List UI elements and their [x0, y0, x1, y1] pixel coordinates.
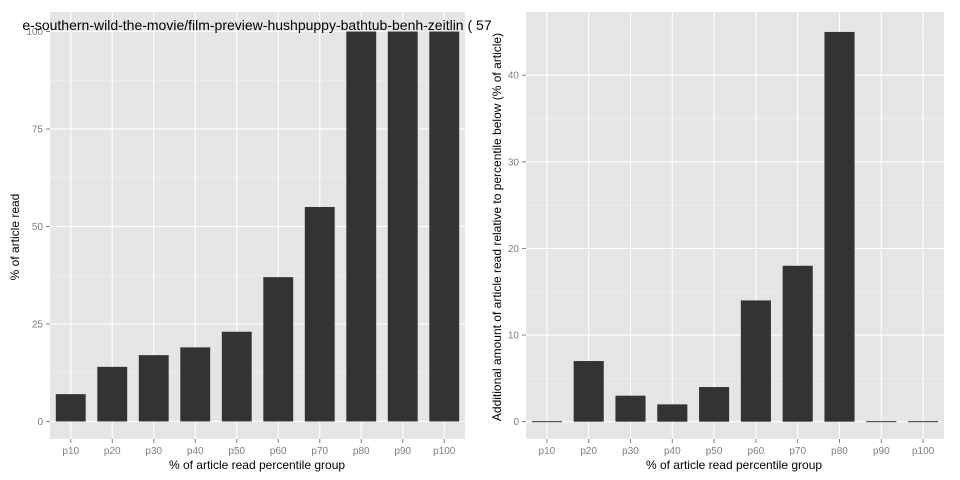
y-axis: 0 10 20 30 40: [508, 71, 526, 428]
x-axis: p10 p20 p30 p40 p50 p60 p70 p80 p90 p100: [62, 439, 456, 457]
x-tick-label: p50: [706, 446, 723, 457]
y-tick-label: 0: [37, 417, 43, 428]
y-tick-label: 20: [508, 244, 520, 255]
bar-p40: [657, 404, 688, 422]
bar-p60: [263, 277, 294, 422]
x-tick-label: p30: [145, 446, 162, 457]
bar-p50: [699, 387, 730, 422]
y-axis: 0 25 50 75 100: [26, 27, 50, 428]
bar-p10: [531, 421, 562, 423]
bar-p20: [573, 361, 604, 422]
y-tick-label: 25: [32, 319, 44, 330]
y-axis-title: % of article read: [8, 194, 22, 281]
bar-p80: [824, 31, 855, 422]
bars: [531, 31, 939, 423]
bar-p100: [908, 421, 939, 423]
bar-p70: [304, 206, 335, 422]
x-tick-label: p70: [789, 446, 806, 457]
x-axis-title: % of article read percentile group: [646, 458, 822, 472]
x-tick-label: p10: [539, 446, 556, 457]
bar-p30: [615, 395, 646, 422]
x-axis: p10 p20 p30 p40 p50 p60 p70 p80 p90 p100: [539, 439, 935, 457]
bar-p10: [55, 394, 86, 422]
x-tick-label: p50: [228, 446, 245, 457]
x-tick-label: p10: [62, 446, 79, 457]
bar-p100: [429, 31, 460, 422]
x-tick-label: p20: [104, 446, 121, 457]
bar-p30: [138, 355, 169, 422]
x-axis-title: % of article read percentile group: [169, 458, 345, 472]
bar-p40: [180, 347, 211, 422]
x-tick-label: p80: [353, 446, 370, 457]
x-tick-label: p100: [433, 446, 456, 457]
y-tick-label: 75: [32, 124, 44, 135]
x-tick-label: p70: [311, 446, 328, 457]
x-tick-label: p90: [394, 446, 411, 457]
x-tick-label: p20: [580, 446, 597, 457]
y-axis-title: Additional amount of article read relati…: [490, 33, 504, 421]
x-tick-label: p80: [831, 446, 848, 457]
bar-p90: [866, 421, 897, 423]
x-tick-label: p60: [270, 446, 287, 457]
bar-p20: [97, 366, 128, 422]
y-tick-label: 100: [26, 27, 43, 38]
y-tick-label: 10: [508, 331, 520, 342]
bars: [55, 31, 460, 422]
y-tick-label: 0: [513, 417, 519, 428]
x-tick-label: p60: [748, 446, 765, 457]
x-tick-label: p40: [664, 446, 681, 457]
x-tick-label: p30: [622, 446, 639, 457]
bar-p90: [387, 31, 418, 422]
x-tick-label: p90: [873, 446, 890, 457]
y-tick-label: 50: [32, 222, 44, 233]
y-tick-label: 30: [508, 157, 520, 168]
y-tick-label: 40: [508, 71, 520, 82]
bar-p80: [346, 31, 377, 422]
bar-p60: [740, 300, 771, 422]
bar-p70: [782, 265, 813, 422]
bar-p50: [221, 331, 252, 422]
chart-title: e-southern-wild-the-movie/film-preview-h…: [22, 17, 491, 33]
x-tick-label: p100: [912, 446, 935, 457]
x-tick-label: p40: [187, 446, 204, 457]
